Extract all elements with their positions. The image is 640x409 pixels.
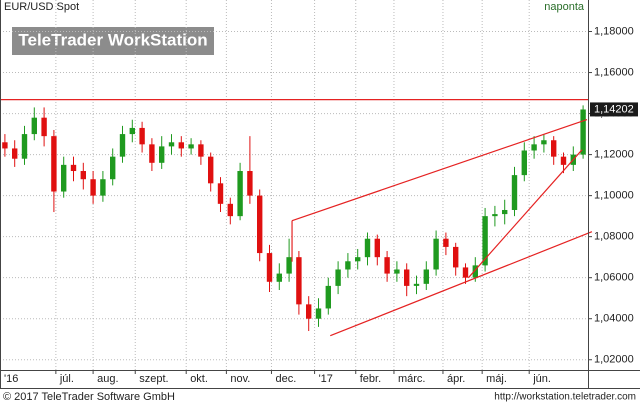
y-tick-label: 1,04000 (594, 313, 634, 325)
candle-body (433, 238, 439, 270)
x-tick-label: '17 (319, 373, 333, 385)
candle-body (266, 253, 273, 282)
candle-body (404, 269, 410, 286)
y-tick-label: 1,16000 (594, 66, 634, 78)
footer-left: © 2017 TeleTrader Software GmbH (3, 391, 175, 403)
candle-body (247, 171, 253, 196)
candle-body (541, 140, 547, 145)
candle-body (482, 216, 488, 266)
y-tick-label: 1,06000 (594, 272, 634, 284)
candle-body (384, 257, 390, 274)
candle-body (80, 171, 86, 180)
candle-body (129, 127, 135, 135)
x-tick-label: dec. (275, 373, 296, 385)
x-tick-label: febr. (360, 373, 381, 385)
candle-body (364, 238, 371, 258)
x-tick-label: szept. (139, 373, 168, 385)
candle-body (100, 179, 106, 196)
candle-body (345, 261, 351, 270)
footer-right: http://workstation.teletrader.com (494, 392, 636, 403)
plot: 1,02000 1,04000 1,06000 1,08000 1,10000 1,120… (0, 0, 634, 385)
candle-body (31, 117, 37, 135)
candle-body (453, 246, 459, 268)
y-tick-label: 1,12000 (594, 149, 634, 161)
candle-body (315, 308, 322, 319)
candle-body (41, 117, 47, 137)
candle-body (551, 140, 557, 157)
x-tick-label: ápr. (447, 373, 465, 385)
x-tick-label: jún. (532, 373, 551, 385)
candle-body (178, 142, 184, 149)
candle-body (394, 269, 400, 274)
x-tick-label: okt. (190, 373, 208, 385)
x-tick-label: aug. (97, 373, 118, 385)
candle-body (443, 238, 449, 247)
candle-body (462, 267, 469, 278)
candle-body (237, 171, 243, 217)
interval: naponta (544, 1, 585, 13)
candle-body (12, 148, 18, 159)
x-tick-label: nov. (230, 373, 250, 385)
candle-body (70, 164, 77, 172)
x-tick-label: júl. (59, 373, 74, 385)
y-tick-label: 1,02000 (594, 354, 634, 366)
candle-body (560, 156, 567, 165)
candle-body (355, 257, 361, 262)
candle-body (286, 257, 292, 274)
candle-body (325, 285, 331, 309)
candle-body (374, 238, 380, 258)
y-tick-label: 1,18000 (594, 25, 634, 37)
candle-body (208, 156, 214, 184)
candle-body (2, 142, 8, 149)
trend-line (467, 149, 583, 279)
candle-body (257, 195, 263, 254)
y-tick-label: 1,08000 (594, 231, 634, 243)
last-price-label: 1,14202 (594, 103, 634, 115)
watermark: TeleTrader WorkStation (18, 30, 207, 49)
candle-body (413, 283, 420, 286)
y-tick-label: 1,10000 (594, 190, 634, 202)
candle-body (296, 257, 302, 305)
candle-body (149, 144, 155, 163)
trend-line (330, 231, 593, 337)
x-tick-label: máj. (486, 373, 507, 385)
candle-body (168, 142, 175, 147)
chart-title: EUR/USD Spot (4, 1, 79, 13)
candle-body (139, 127, 145, 145)
candle-body (110, 156, 116, 180)
candle-body (276, 273, 282, 282)
candle-body (502, 209, 508, 215)
candle-body (472, 265, 478, 278)
candle-body (61, 164, 67, 192)
candle-body (217, 183, 224, 204)
candle-body (21, 134, 28, 159)
x-tick-label: '16 (4, 373, 18, 385)
trend-line (291, 118, 588, 222)
last-price-box (590, 102, 638, 117)
candle-body (521, 150, 527, 176)
x-tick-label: márc. (398, 373, 426, 385)
candle-body (423, 269, 429, 284)
candle-body (511, 175, 518, 210)
candle-body (159, 146, 165, 163)
candle-body (306, 304, 312, 319)
candle-body (188, 144, 194, 149)
candle-body (51, 136, 57, 192)
candle-body (90, 179, 96, 196)
candle-body (198, 144, 204, 157)
candle-body (580, 109, 586, 155)
candle-body (531, 144, 537, 151)
candle-body (119, 134, 126, 157)
candle-body (492, 214, 498, 217)
candle-body (335, 269, 341, 286)
candle-body (227, 203, 233, 217)
